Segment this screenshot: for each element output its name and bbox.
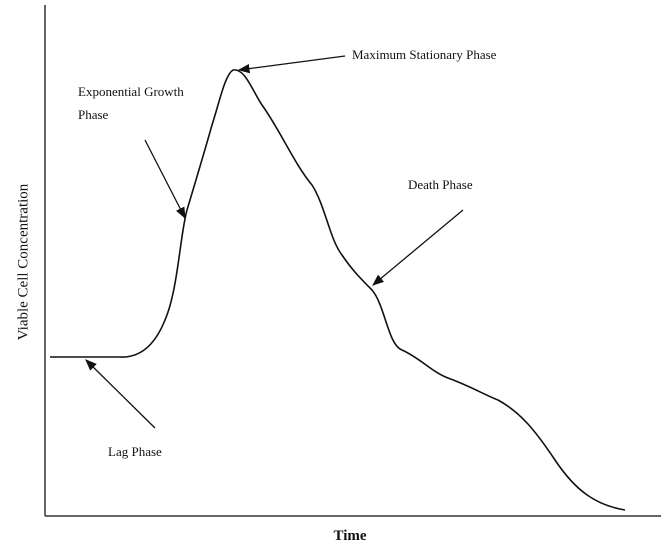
annotation: Lag Phase — [108, 444, 162, 459]
x-axis-title: Time — [333, 528, 366, 544]
annotation: Death Phase — [408, 177, 473, 192]
annotation: Maximum Stationary Phase — [352, 47, 497, 62]
arrow — [85, 359, 156, 429]
arrow — [237, 55, 346, 74]
y-axis-title: Viable Cell Concentration — [15, 183, 31, 340]
arrow — [372, 209, 464, 286]
annotation: Exponential Growth — [78, 84, 184, 99]
annotation: Phase — [78, 107, 109, 122]
arrow — [144, 139, 186, 220]
growth-curve — [50, 69, 626, 511]
